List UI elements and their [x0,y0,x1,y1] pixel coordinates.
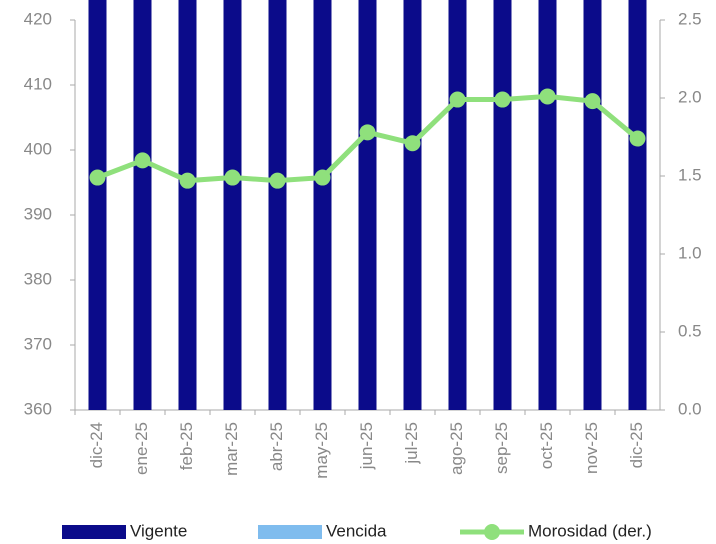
bar [448,0,467,410]
y2-tick-label: 0.0 [678,399,702,418]
marker [449,91,466,108]
marker [584,93,601,110]
x-tick-label: feb-25 [177,422,196,470]
y-tick-label: 360 [24,399,52,418]
x-tick-label: may-25 [312,422,331,479]
x-tick-label: jun-25 [357,422,376,470]
legend-swatch [62,525,126,539]
marker [134,152,151,169]
y-tick-label: 400 [24,139,52,158]
x-tick-label: abr-25 [267,422,286,471]
bar [403,0,422,410]
marker [224,169,241,186]
x-tick-label: nov-25 [582,422,601,474]
y2-tick-label: 2.5 [678,9,702,28]
y2-tick-label: 1.5 [678,165,702,184]
marker [269,172,286,189]
bar [268,0,287,410]
bar [628,0,647,410]
marker [89,169,106,186]
legend-marker [484,524,500,540]
bar [583,0,602,410]
legend-label: Vigente [130,521,187,540]
bar [538,0,557,410]
legend-swatch [258,525,322,539]
x-tick-label: ago-25 [447,422,466,475]
marker [404,135,421,152]
marker [179,172,196,189]
marker [494,91,511,108]
y-tick-label: 420 [24,9,52,28]
bar [313,0,332,410]
y-tick-label: 390 [24,204,52,223]
y-tick-label: 380 [24,269,52,288]
bar [358,0,377,410]
legend-label: Vencida [326,521,387,540]
bar [133,0,152,410]
y2-tick-label: 1.0 [678,243,702,262]
y-tick-label: 410 [24,74,52,93]
marker [314,169,331,186]
x-tick-label: dic-25 [627,422,646,468]
x-tick-label: dic-24 [87,422,106,468]
x-tick-label: oct-25 [537,422,556,469]
y2-tick-label: 0.5 [678,321,702,340]
bar [88,0,107,410]
y-tick-label: 370 [24,334,52,353]
y2-tick-label: 2.0 [678,87,702,106]
bar [178,0,197,410]
x-tick-label: sep-25 [492,422,511,474]
marker [539,88,556,105]
x-tick-label: ene-25 [132,422,151,475]
bar [223,0,242,410]
x-tick-label: jul-25 [402,422,421,465]
legend-label: Morosidad (der.) [528,521,652,540]
marker [359,124,376,141]
bar [493,0,512,410]
x-tick-label: mar-25 [222,422,241,476]
marker [629,130,646,147]
